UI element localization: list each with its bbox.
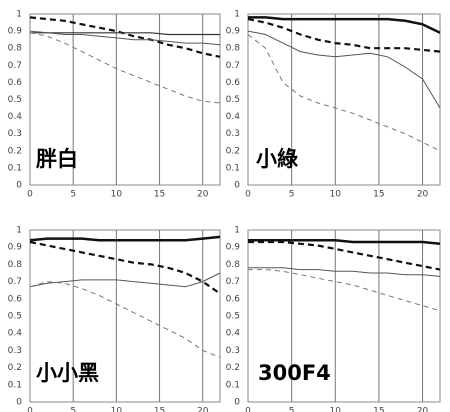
mtf-line xyxy=(29,235,221,242)
chart-title: 胖白 xyxy=(35,147,78,171)
y-tick-label: 0.7 xyxy=(226,277,240,287)
y-tick-label: 0.2 xyxy=(226,146,240,156)
y-tick-label: 1 xyxy=(234,10,240,20)
x-tick-label: 5 xyxy=(70,407,76,412)
y-tick-label: 0.5 xyxy=(8,95,22,105)
y-tick-label: 0.6 xyxy=(226,78,241,88)
x-tick-label: 20 xyxy=(417,407,429,412)
mtf-line xyxy=(247,18,441,53)
y-tick-label: 0.5 xyxy=(8,312,22,322)
y-tick-label: 0.8 xyxy=(8,44,23,54)
mtf-line xyxy=(30,32,220,36)
x-tick-label: 0 xyxy=(27,190,33,200)
x-tick-label: 0 xyxy=(27,407,33,412)
y-tick-label: 0.9 xyxy=(226,243,241,253)
x-tick-label: 0 xyxy=(245,407,251,412)
y-tick-label: 0.8 xyxy=(8,260,23,270)
y-tick-label: 1 xyxy=(234,226,240,236)
y-tick-label: 0.4 xyxy=(226,112,241,122)
y-tick-label: 0.1 xyxy=(8,380,22,390)
y-tick-label: 0.3 xyxy=(226,346,240,356)
y-tick-label: 0.7 xyxy=(8,277,22,287)
y-tick-label: 0.9 xyxy=(226,27,241,37)
y-tick-label: 0.2 xyxy=(8,146,22,156)
y-tick-label: 0.3 xyxy=(226,129,240,139)
y-tick-label: 0.7 xyxy=(226,61,240,71)
plot-frame xyxy=(29,13,221,186)
y-tick-label: 0 xyxy=(234,398,240,408)
chart-title: 小小黑 xyxy=(36,361,99,385)
y-tick-label: 0.5 xyxy=(226,312,240,322)
mtf-line xyxy=(247,34,441,152)
x-tick-label: 10 xyxy=(330,407,342,412)
x-tick-label: 10 xyxy=(111,190,123,200)
x-tick-label: 15 xyxy=(373,407,384,412)
mtf-line xyxy=(248,267,441,277)
x-tick-label: 5 xyxy=(289,407,295,412)
plot-frame xyxy=(29,229,221,403)
x-tick-label: 15 xyxy=(154,407,165,412)
mtf-line xyxy=(248,16,441,34)
plot-frame xyxy=(247,13,441,186)
y-tick-label: 0.4 xyxy=(8,329,23,339)
mtf-line xyxy=(29,240,221,295)
y-tick-label: 0.6 xyxy=(8,78,23,88)
x-tick-label: 10 xyxy=(330,190,342,200)
y-tick-label: 0.8 xyxy=(226,260,241,270)
plot-frame xyxy=(247,229,441,403)
x-tick-label: 0 xyxy=(245,190,251,200)
chart-title: 小綠 xyxy=(256,147,299,171)
y-tick-label: 0.7 xyxy=(8,61,22,71)
y-tick-label: 0.4 xyxy=(8,112,23,122)
y-tick-label: 0.2 xyxy=(8,363,22,373)
y-tick-label: 0.3 xyxy=(8,346,22,356)
x-tick-label: 20 xyxy=(417,190,429,200)
y-tick-label: 0.1 xyxy=(226,380,240,390)
x-tick-label: 5 xyxy=(70,190,76,200)
y-tick-label: 0.6 xyxy=(8,294,23,304)
x-tick-label: 20 xyxy=(197,407,209,412)
x-tick-label: 10 xyxy=(111,407,123,412)
y-tick-label: 0 xyxy=(234,181,240,191)
y-tick-label: 0.9 xyxy=(8,243,23,253)
y-tick-label: 1 xyxy=(16,226,22,236)
mtf-line xyxy=(29,32,221,104)
y-tick-label: 0.4 xyxy=(226,329,241,339)
y-tick-label: 0 xyxy=(16,398,22,408)
x-tick-label: 15 xyxy=(373,190,384,200)
y-tick-label: 0.1 xyxy=(226,163,240,173)
y-tick-label: 0.3 xyxy=(8,129,22,139)
chart-title: 300F4 xyxy=(258,361,331,385)
mtf-line xyxy=(29,16,221,58)
x-tick-label: 5 xyxy=(289,190,295,200)
y-tick-label: 0.1 xyxy=(8,163,22,173)
y-tick-label: 0 xyxy=(16,181,22,191)
mtf-line xyxy=(248,269,441,312)
y-tick-label: 0.2 xyxy=(226,363,240,373)
y-tick-label: 0.8 xyxy=(226,44,241,54)
y-tick-label: 0.5 xyxy=(226,95,240,105)
mtf-line xyxy=(29,281,221,358)
mtf-line xyxy=(247,30,441,109)
y-tick-label: 1 xyxy=(16,10,22,20)
mtf-line xyxy=(248,240,441,271)
mtf-line xyxy=(29,272,221,288)
y-tick-label: 0.6 xyxy=(226,294,241,304)
x-tick-label: 20 xyxy=(197,190,209,200)
mtf-line xyxy=(29,30,221,46)
y-tick-label: 0.9 xyxy=(8,27,23,37)
mtf-line xyxy=(248,239,441,246)
x-tick-label: 15 xyxy=(154,190,165,200)
